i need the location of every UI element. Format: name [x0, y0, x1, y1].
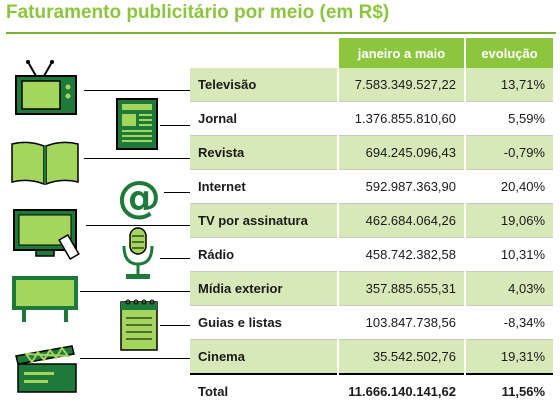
billboard-icon	[12, 276, 78, 322]
table-row: TV por assinatura 462.684.064,26 19,06%	[190, 203, 553, 238]
row-value: 458.742.382,58	[337, 237, 465, 272]
connector-line	[80, 358, 190, 359]
row-evolution: 5,59%	[464, 101, 553, 136]
table-row: Mídia exterior 357.885.655,31 4,03%	[190, 271, 553, 306]
connector-line	[86, 225, 190, 226]
connector-line	[160, 125, 190, 126]
row-label: Jornal	[190, 101, 338, 136]
row-label: Rádio	[190, 237, 338, 272]
table-row: Televisão 7.583.349.527,22 13,71%	[190, 68, 553, 102]
notepad-icon	[120, 299, 158, 351]
table-row: Rádio 458.742.382,58 10,31%	[190, 237, 553, 272]
row-evolution: -8,34%	[464, 305, 553, 340]
total-row: Total 11.666.140.141,62 11,56%	[190, 373, 553, 407]
header-media	[190, 38, 338, 68]
table-row: Jornal 1.376.855.810,60 5,59%	[190, 101, 553, 136]
connector-line	[80, 291, 190, 292]
total-value: 11.666.140.141,62	[337, 373, 465, 407]
row-label: Televisão	[190, 68, 338, 102]
row-evolution: 10,31%	[464, 237, 553, 272]
table-row: Internet 592.987.363,90 20,40%	[190, 169, 553, 204]
total-label: Total	[190, 373, 338, 407]
table-header-row: janeiro a maio evolução	[190, 38, 553, 68]
microphone-icon	[122, 227, 154, 279]
row-value: 1.376.855.810,60	[337, 101, 465, 136]
svg-text:@: @	[117, 174, 161, 220]
row-evolution: 19,31%	[464, 339, 553, 375]
flat-tv-remote-icon	[13, 209, 80, 261]
tv-icon	[15, 60, 77, 115]
row-evolution: 20,40%	[464, 169, 553, 204]
row-value: 694.245.096,43	[337, 135, 465, 170]
row-value: 7.583.349.527,22	[337, 68, 465, 102]
row-label: Internet	[190, 169, 338, 204]
connector-line	[84, 90, 190, 91]
at-sign-icon: @	[117, 174, 161, 220]
media-icons-panel: @	[0, 40, 190, 420]
total-evolution: 11,56%	[464, 373, 553, 407]
magazine-icon	[11, 141, 79, 186]
connector-line	[160, 258, 190, 259]
row-value: 35.542.502,76	[337, 339, 465, 375]
revenue-table: janeiro a maio evolução Televisão 7.583.…	[190, 38, 553, 407]
chart-title: Faturamento publicitário por meio (em R$…	[6, 2, 390, 23]
row-evolution: 13,71%	[464, 68, 553, 102]
table-row: Revista 694.245.096,43 -0,79%	[190, 135, 553, 170]
row-label: Mídia exterior	[190, 271, 338, 306]
row-value: 592.987.363,90	[337, 169, 465, 204]
row-label: TV por assinatura	[190, 203, 338, 238]
row-evolution: 4,03%	[464, 271, 553, 306]
header-evolution: evolução	[464, 38, 553, 68]
table-row: Guias e listas 103.847.738,56 -8,34%	[190, 305, 553, 340]
row-value: 462.684.064,26	[337, 203, 465, 238]
row-label: Cinema	[190, 339, 338, 375]
row-label: Revista	[190, 135, 338, 170]
connector-line	[84, 158, 190, 159]
header-jan-may: janeiro a maio	[337, 38, 465, 68]
row-evolution: -0,79%	[464, 135, 553, 170]
row-value: 357.885.655,31	[337, 271, 465, 306]
connector-line	[160, 325, 190, 326]
row-label: Guias e listas	[190, 305, 338, 340]
title-rule	[6, 32, 556, 34]
row-value: 103.847.738,56	[337, 305, 465, 340]
clapperboard-icon	[15, 345, 77, 393]
table-row: Cinema 35.542.502,76 19,31%	[190, 339, 553, 375]
row-evolution: 19,06%	[464, 203, 553, 238]
newspaper-icon	[116, 98, 158, 150]
connector-line	[164, 192, 190, 193]
